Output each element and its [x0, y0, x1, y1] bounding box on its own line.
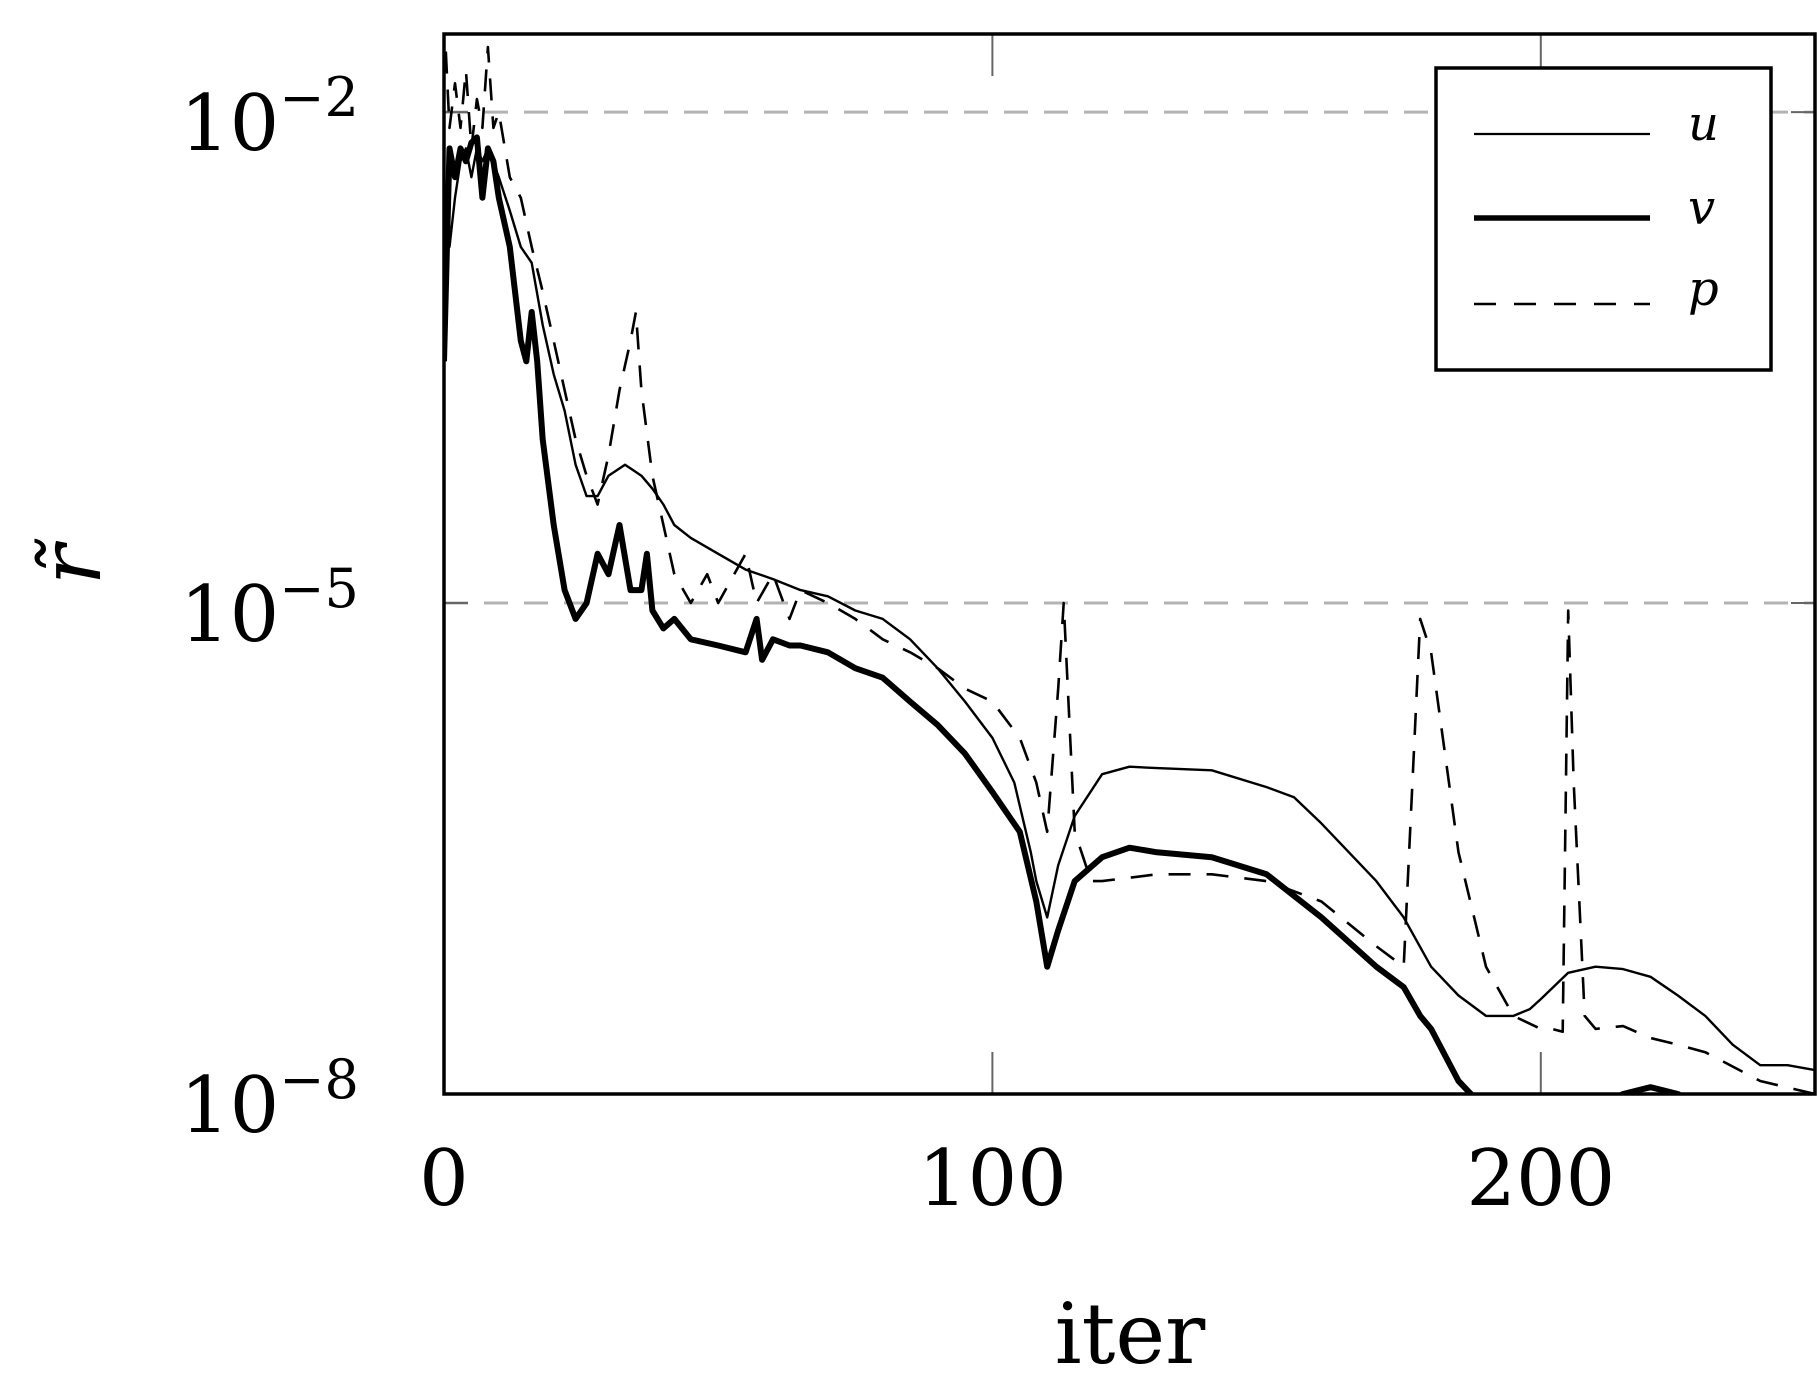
tick-labels: 10−8 10−5 10−2 0 100 200 [180, 66, 1615, 1224]
series-line-v [444, 134, 1684, 1094]
x-tick-label-1: 100 [918, 1134, 1067, 1224]
x-axis-label: iter [1055, 1285, 1206, 1375]
y-tick-label-0: 10−8 [180, 1048, 359, 1151]
x-tick-label-0: 0 [419, 1134, 469, 1224]
series-lines [444, 34, 1815, 1094]
plot-frame [442, 32, 1817, 1096]
legend-label-u: u [1688, 96, 1719, 152]
series-line-p [444, 34, 1815, 1094]
y-tick-label-2: 10−2 [180, 66, 359, 169]
legend-label-v: v [1688, 180, 1715, 236]
y-axis-label: r̃ [22, 538, 120, 585]
legend: u v p [1434, 66, 1773, 372]
legend-label-p: p [1688, 261, 1719, 317]
x-tick-label-2: 200 [1466, 1134, 1615, 1224]
y-tick-label-1: 10−5 [180, 557, 359, 660]
